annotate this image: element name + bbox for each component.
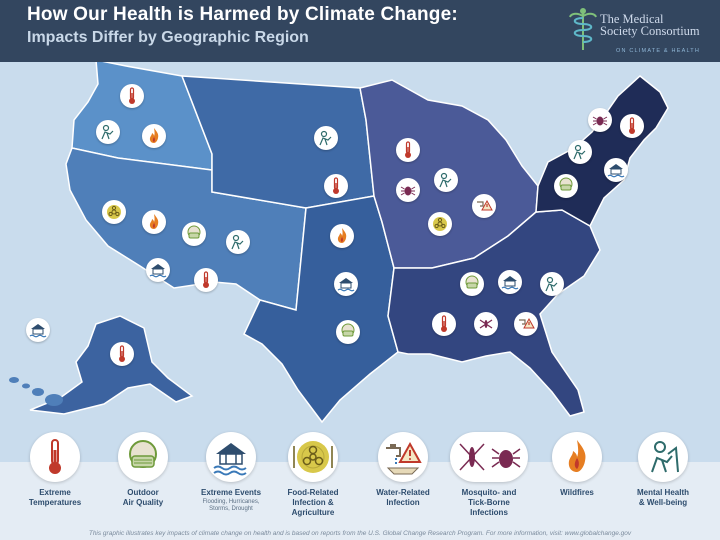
thermometer-icon (620, 114, 644, 138)
fire-icon (142, 124, 166, 148)
fire-icon (330, 224, 354, 248)
fire-icon (552, 432, 602, 482)
face-mask-icon (182, 222, 206, 246)
thermometer-icon (110, 342, 134, 366)
biohazard-plate-icon (428, 212, 452, 236)
flood-house-icon (206, 432, 256, 482)
legend-background (0, 462, 720, 540)
legend-label: Extreme Events (200, 488, 262, 497)
thermometer-icon (30, 432, 80, 482)
legend-item-water-related-infection: Water-Related Infection (358, 424, 448, 524)
legend-label: Mental Health & Well-being (636, 488, 689, 507)
legend-item-wildfires: Wildfires (532, 424, 622, 524)
fire-icon (142, 210, 166, 234)
flood-house-icon (146, 258, 170, 282)
legend-item-mosquito-tick-infections: Mosquito- and Tick-Borne Infections (444, 424, 534, 524)
caduceus-icon (569, 8, 597, 50)
legend-label: Mosquito- and Tick-Borne Infections (461, 488, 517, 517)
legend-item-food-related-infection: Food-Related Infection & Agriculture (268, 424, 358, 524)
consortium-logo: The Medical Society Consortium ON CLIMAT… (564, 4, 720, 54)
legend-label: Outdoor Air Quality (122, 488, 164, 507)
distressed-person-icon (314, 126, 338, 150)
face-mask-icon (554, 174, 578, 198)
mosquito-tick-icon (450, 432, 528, 482)
distressed-person-icon (96, 120, 120, 144)
flood-house-icon (498, 270, 522, 294)
face-mask-icon (460, 272, 484, 296)
thermometer-icon (432, 312, 456, 336)
distressed-person-icon (540, 272, 564, 296)
legend-item-outdoor-air-quality: Outdoor Air Quality (98, 424, 188, 524)
region-alaska (29, 315, 194, 415)
biohazard-plate-icon (102, 200, 126, 224)
faucet-warning-icon (472, 194, 496, 218)
mosquito-icon (474, 312, 498, 336)
faucet-warning-icon (378, 432, 428, 482)
page-title: How Our Health is Harmed by Climate Chan… (27, 4, 458, 25)
legend-item-extreme-events: Extreme Events Flooding, Hurricanes, Sto… (186, 424, 276, 524)
thermometer-icon (120, 84, 144, 108)
page-subtitle: Impacts Differ by Geographic Region (27, 29, 309, 46)
header-banner: How Our Health is Harmed by Climate Chan… (0, 0, 720, 62)
legend-item-mental-health: Mental Health & Well-being (618, 424, 708, 524)
distressed-person-icon (638, 432, 688, 482)
legend-label: Water-Related Infection (376, 488, 430, 507)
us-map (0, 62, 720, 462)
region-hawaii (9, 377, 63, 406)
thermometer-icon (194, 268, 218, 292)
distressed-person-icon (434, 168, 458, 192)
legend-label: Food-Related Infection & Agriculture (287, 488, 339, 517)
tick-icon (396, 178, 420, 202)
legend-sublabel: Flooding, Hurricanes, Storms, Drought (202, 499, 260, 512)
logo-text-line1: The Medical (600, 12, 664, 26)
biohazard-plate-icon (288, 432, 338, 482)
legend-label: Wildfires (560, 488, 594, 497)
thermometer-icon (324, 174, 348, 198)
face-mask-icon (336, 320, 360, 344)
flood-house-icon (26, 318, 50, 342)
faucet-warning-icon (514, 312, 538, 336)
flood-house-icon (604, 158, 628, 182)
distressed-person-icon (226, 230, 250, 254)
footer-note: This graphic illustrates key impacts of … (88, 530, 632, 537)
logo-text-line2: Society Consortium (600, 24, 700, 38)
flood-house-icon (334, 272, 358, 296)
face-mask-icon (118, 432, 168, 482)
logo-tagline: ON CLIMATE & HEALTH (616, 48, 701, 54)
thermometer-icon (396, 138, 420, 162)
legend-label: Extreme Temperatures (28, 488, 82, 507)
tick-icon (588, 108, 612, 132)
region-northeast (535, 75, 669, 228)
distressed-person-icon (568, 140, 592, 164)
legend-item-extreme-temperatures: Extreme Temperatures (10, 424, 100, 524)
